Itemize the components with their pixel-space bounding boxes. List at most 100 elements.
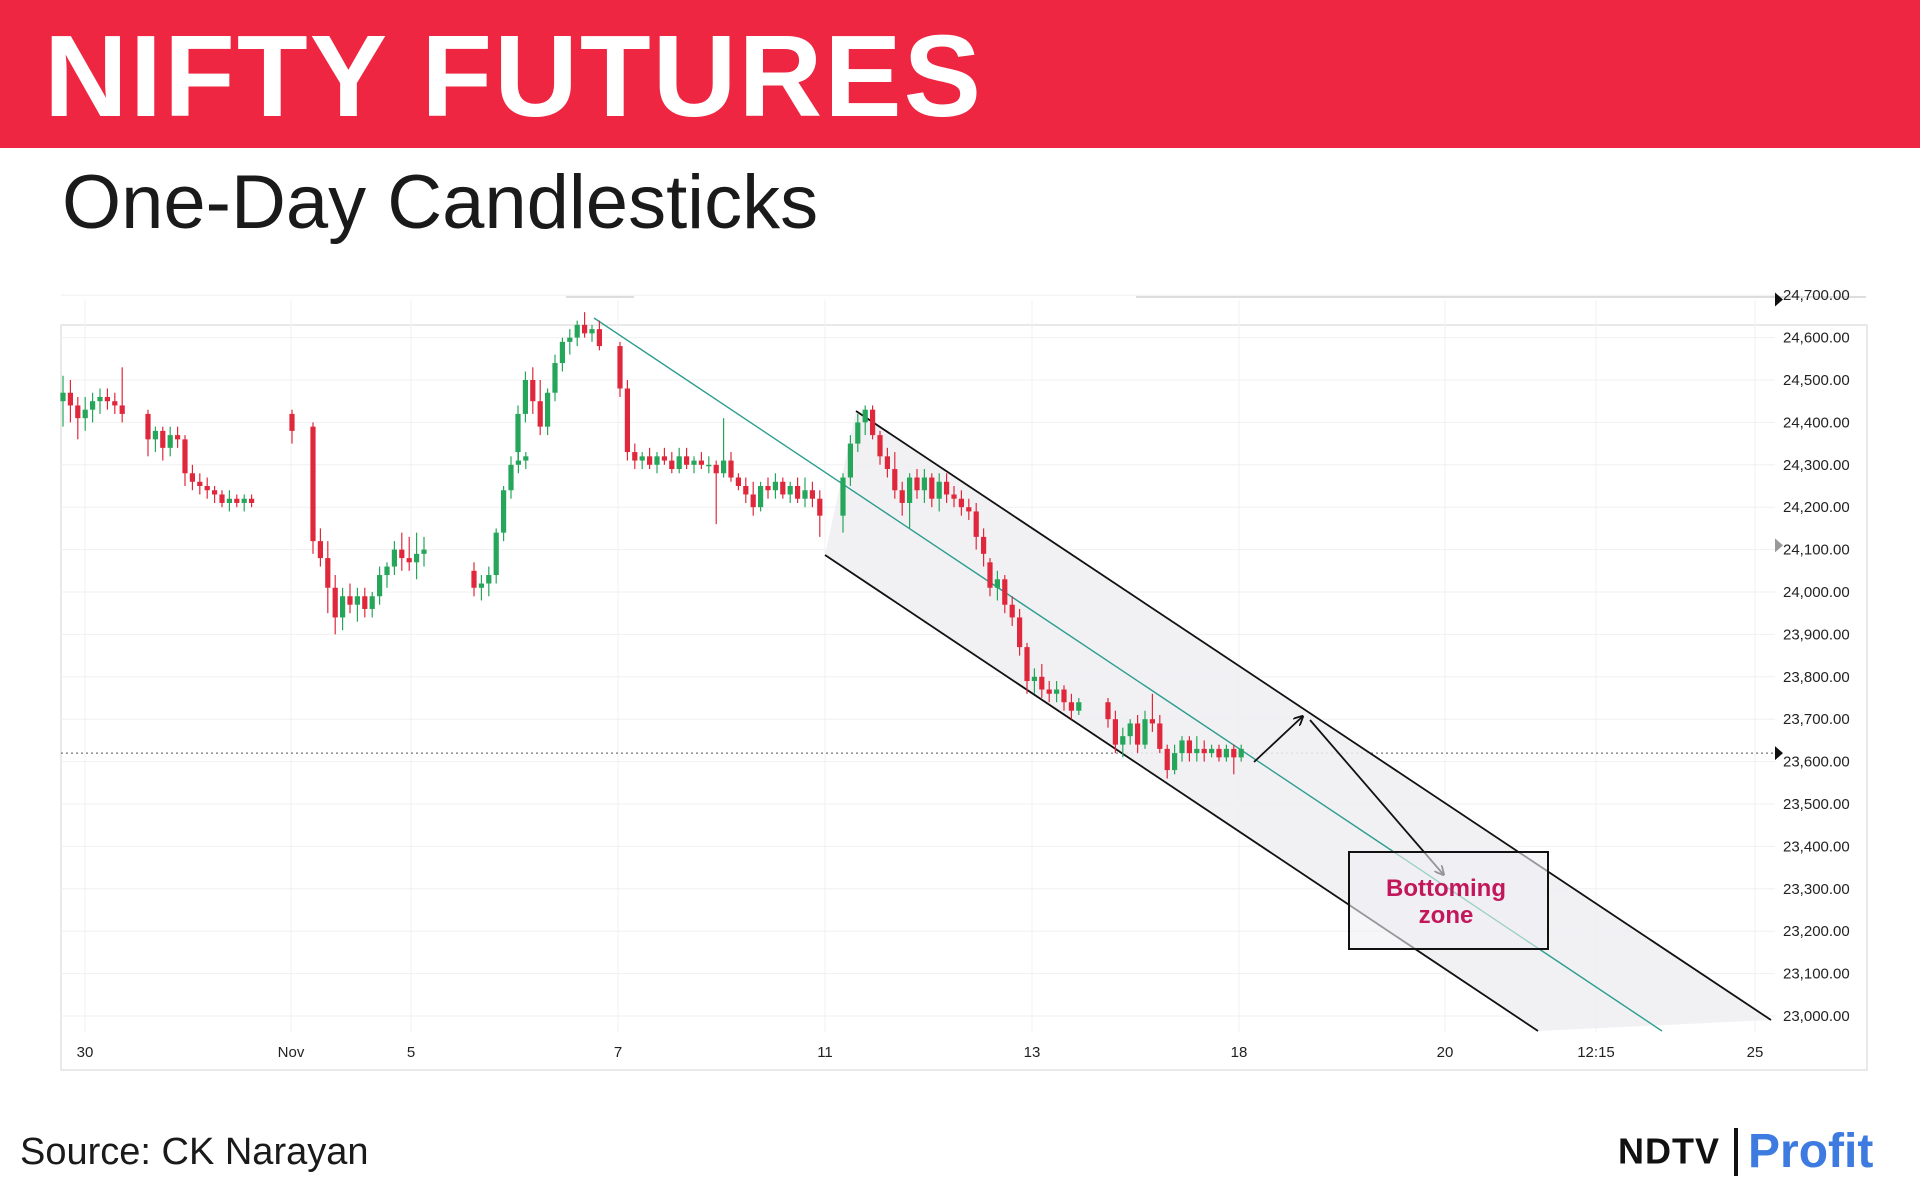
candle-body xyxy=(325,558,331,588)
candle-body xyxy=(522,380,528,414)
candle-body xyxy=(82,409,88,419)
candle-body xyxy=(884,456,890,470)
candle-body xyxy=(987,562,993,588)
bounce-arrow xyxy=(1253,717,1302,763)
y-tick-label: 24,400.00 xyxy=(1783,414,1850,431)
candle-body xyxy=(661,456,667,461)
candle-body xyxy=(545,392,551,427)
candle-body xyxy=(145,413,151,440)
candle-body xyxy=(289,413,295,431)
candle-body xyxy=(914,477,920,491)
candle-body xyxy=(929,477,935,499)
candle-body xyxy=(855,422,861,444)
candle-body xyxy=(90,401,96,410)
candle-body xyxy=(332,587,338,618)
candle-body xyxy=(1039,676,1045,690)
candle-body xyxy=(596,329,602,347)
candle-body xyxy=(817,498,823,516)
candle-body xyxy=(1061,689,1067,703)
candle-body xyxy=(892,469,898,491)
candle-body xyxy=(234,498,240,503)
candle-body xyxy=(1046,689,1052,694)
candle-body xyxy=(847,443,853,478)
candle-body xyxy=(1054,689,1060,694)
y-tick-label: 23,400.00 xyxy=(1783,838,1850,855)
candle-body xyxy=(486,575,492,584)
candle-body xyxy=(175,435,181,440)
candle-body xyxy=(160,430,166,448)
y-tick-label: 23,200.00 xyxy=(1783,923,1850,940)
candle-body xyxy=(1002,579,1008,605)
candle-body xyxy=(508,464,514,491)
candle-body xyxy=(414,553,420,563)
candle-body xyxy=(197,481,203,486)
candle-body xyxy=(241,498,247,503)
session-oct-31 xyxy=(145,409,255,512)
x-tick-label: 18 xyxy=(1231,1044,1248,1061)
y-tick-label: 23,000.00 xyxy=(1783,1008,1850,1025)
y-tick-label: 24,600.00 xyxy=(1783,330,1850,347)
candle-body xyxy=(384,566,390,576)
candle-body xyxy=(226,498,232,503)
candle-body xyxy=(219,494,225,503)
candle-body xyxy=(958,498,964,508)
candle-body xyxy=(921,477,927,491)
candle-body xyxy=(809,490,815,499)
candle-body xyxy=(1068,702,1074,711)
logo-divider xyxy=(1734,1127,1738,1176)
candle-body xyxy=(340,596,346,618)
title-banner: NIFTY FUTURES xyxy=(0,0,1920,148)
candle-body xyxy=(684,456,690,465)
candle-body xyxy=(795,486,801,499)
chart-title: NIFTY FUTURES xyxy=(44,11,983,141)
candle-body xyxy=(639,456,645,461)
candle-body xyxy=(870,409,876,436)
candle-body xyxy=(936,481,942,499)
x-tick-label: 7 xyxy=(614,1044,622,1061)
x-tick-label: 20 xyxy=(1437,1044,1454,1061)
candle-body xyxy=(119,405,125,414)
candle-body xyxy=(758,486,764,508)
candle-body xyxy=(493,532,499,576)
chart-subtitle: One-Day Candlesticks xyxy=(62,160,819,245)
candle-body xyxy=(802,490,808,499)
candle-body xyxy=(1017,617,1023,648)
candle-body xyxy=(1135,723,1141,745)
axis-marker xyxy=(1775,538,1783,553)
candle-body xyxy=(406,558,412,563)
candle-body xyxy=(706,464,712,467)
candle-body xyxy=(1231,748,1237,758)
candle-body xyxy=(421,549,427,554)
candle-body xyxy=(471,570,477,588)
x-tick-label: 25 xyxy=(1747,1044,1764,1061)
candle-body xyxy=(1009,604,1015,618)
bottoming-zone-box xyxy=(1348,851,1549,950)
candle-body xyxy=(515,460,521,465)
candle-body xyxy=(377,575,383,597)
candle-body xyxy=(204,486,210,491)
candle-body xyxy=(1164,748,1170,771)
y-tick-label: 24,300.00 xyxy=(1783,457,1850,474)
candle-body xyxy=(1186,740,1192,754)
logo-product: Profit xyxy=(1748,1125,1874,1178)
y-tick-label: 23,900.00 xyxy=(1783,626,1850,643)
candle-body xyxy=(1201,748,1207,754)
annotations: Bottoming zone xyxy=(1253,717,1549,950)
candle-body xyxy=(212,490,218,495)
x-tick-label: 5 xyxy=(407,1044,415,1061)
candle-body xyxy=(1179,740,1185,754)
candle-body xyxy=(75,405,81,419)
candle-body xyxy=(787,486,793,495)
candle-body xyxy=(152,430,158,440)
candle-body xyxy=(721,460,727,474)
y-tick-label: 23,800.00 xyxy=(1783,669,1850,686)
candle-body xyxy=(1209,748,1215,754)
candle-body xyxy=(966,507,972,512)
candle-body xyxy=(877,435,883,457)
y-tick-label: 23,100.00 xyxy=(1783,966,1850,983)
candle-body xyxy=(951,494,957,499)
candle-body xyxy=(310,426,316,542)
bottoming-zone-label: Bottoming zone xyxy=(1386,875,1506,929)
session-nov-7 xyxy=(617,341,823,537)
